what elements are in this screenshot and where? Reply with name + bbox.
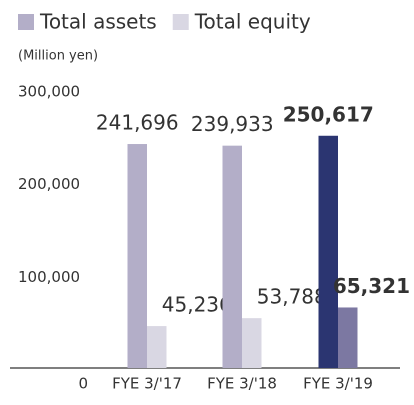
- value-label: 53,788: [257, 285, 327, 309]
- legend-swatch: [172, 14, 189, 30]
- value-label: 65,321: [333, 274, 410, 298]
- bar: [338, 307, 358, 368]
- value-label: 45,236: [162, 293, 232, 317]
- x-tick-label: FYE 3/'19: [303, 375, 373, 393]
- value-label: 241,696: [96, 111, 179, 135]
- value-label: 239,933: [191, 112, 274, 136]
- legend-label: Total assets: [39, 10, 157, 34]
- unit-label: (Million yen): [18, 49, 98, 64]
- legend-label: Total equity: [194, 10, 311, 34]
- y-tick-label: 100,000: [18, 268, 80, 286]
- y-tick-label: 200,000: [18, 175, 80, 193]
- bar: [147, 326, 167, 368]
- y-tick-label: 300,000: [18, 83, 80, 101]
- x-tick-label: FYE 3/'18: [207, 375, 277, 393]
- legend-swatch: [18, 14, 34, 30]
- bar: [222, 145, 242, 368]
- x-tick-label: FYE 3/'17: [112, 375, 182, 393]
- bar: [318, 135, 338, 368]
- bar: [242, 318, 262, 368]
- value-label: 250,617: [283, 102, 374, 126]
- bar: [127, 144, 147, 368]
- y-tick-label: 0: [78, 375, 88, 393]
